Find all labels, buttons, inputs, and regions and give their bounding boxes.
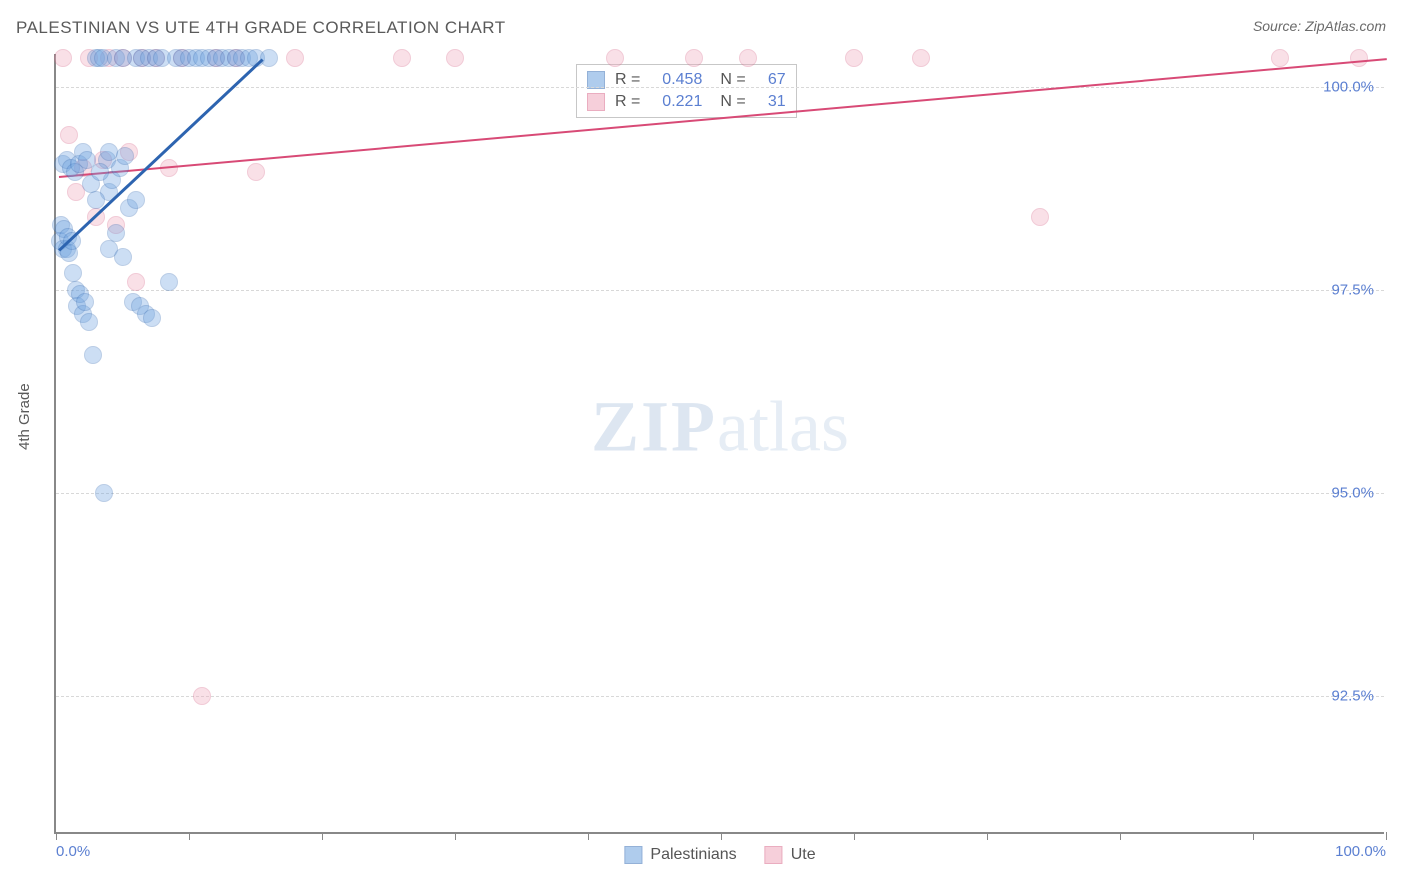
- plot-area: ZIPatlas R =0.458N =67R =0.221N =31 Pale…: [54, 54, 1384, 834]
- x-tick: [189, 832, 190, 840]
- x-tick: [1386, 832, 1387, 840]
- y-tick-label: 92.5%: [1331, 687, 1374, 704]
- scatter-point-ute: [739, 49, 757, 67]
- x-tick: [1253, 832, 1254, 840]
- gridline: [56, 290, 1384, 291]
- stats-r-label: R =: [615, 93, 640, 111]
- scatter-point-palestinians: [143, 309, 161, 327]
- y-tick-label: 100.0%: [1323, 78, 1374, 95]
- scatter-point-palestinians: [127, 191, 145, 209]
- scatter-point-ute: [286, 49, 304, 67]
- watermark: ZIPatlas: [591, 386, 849, 469]
- scatter-point-palestinians: [95, 484, 113, 502]
- stats-legend-box: R =0.458N =67 R = 0.221 N = 31: [576, 64, 797, 118]
- scatter-point-ute: [912, 49, 930, 67]
- scatter-point-palestinians: [84, 346, 102, 364]
- scatter-point-palestinians: [160, 273, 178, 291]
- scatter-point-ute: [446, 49, 464, 67]
- scatter-point-palestinians: [64, 264, 82, 282]
- scatter-point-palestinians: [114, 248, 132, 266]
- gridline: [56, 493, 1384, 494]
- gridline: [56, 696, 1384, 697]
- series-legend: Palestinians Ute: [624, 846, 815, 864]
- scatter-point-palestinians: [76, 293, 94, 311]
- x-tick: [1120, 832, 1121, 840]
- scatter-point-palestinians: [107, 224, 125, 242]
- gridline: [56, 87, 1384, 88]
- scatter-point-ute: [247, 163, 265, 181]
- scatter-point-ute: [1031, 208, 1049, 226]
- scatter-point-ute: [127, 273, 145, 291]
- scatter-point-palestinians: [116, 147, 134, 165]
- scatter-point-palestinians: [80, 313, 98, 331]
- chart-title: PALESTINIAN VS UTE 4TH GRADE CORRELATION…: [16, 18, 506, 38]
- scatter-point-ute: [1271, 49, 1289, 67]
- x-tick: [854, 832, 855, 840]
- legend-label: Palestinians: [650, 846, 736, 864]
- stats-row-ute: R = 0.221 N = 31: [587, 91, 786, 113]
- stats-r-value: 0.221: [650, 93, 702, 111]
- scatter-point-ute: [54, 49, 72, 67]
- scatter-point-ute: [1350, 49, 1368, 67]
- stats-n-value: 31: [756, 93, 786, 111]
- y-tick-label: 95.0%: [1331, 484, 1374, 501]
- y-axis-label: 4th Grade: [16, 383, 33, 450]
- legend-item-ute: Ute: [765, 846, 816, 864]
- legend-swatch-icon: [624, 846, 642, 864]
- scatter-point-ute: [393, 49, 411, 67]
- stats-n-label: N =: [720, 93, 745, 111]
- y-tick-label: 97.5%: [1331, 281, 1374, 298]
- correlation-chart: PALESTINIAN VS UTE 4TH GRADE CORRELATION…: [10, 10, 1396, 882]
- legend-item-palestinians: Palestinians: [624, 846, 736, 864]
- scatter-point-ute: [193, 687, 211, 705]
- x-tick: [56, 832, 57, 840]
- stats-swatch-icon: [587, 93, 605, 111]
- scatter-point-ute: [845, 49, 863, 67]
- stats-row-palestinians: R =0.458N =67: [587, 69, 786, 91]
- scatter-point-palestinians: [91, 163, 109, 181]
- x-tick: [721, 832, 722, 840]
- legend-label: Ute: [791, 846, 816, 864]
- x-tick: [455, 832, 456, 840]
- scatter-point-ute: [606, 49, 624, 67]
- x-tick-label: 0.0%: [56, 843, 90, 860]
- x-tick: [987, 832, 988, 840]
- scatter-point-ute: [60, 126, 78, 144]
- x-tick-label: 100.0%: [1335, 843, 1386, 860]
- x-tick: [322, 832, 323, 840]
- legend-swatch-icon: [765, 846, 783, 864]
- x-tick: [588, 832, 589, 840]
- source-attribution: Source: ZipAtlas.com: [1253, 18, 1386, 34]
- scatter-point-ute: [685, 49, 703, 67]
- scatter-point-palestinians: [260, 49, 278, 67]
